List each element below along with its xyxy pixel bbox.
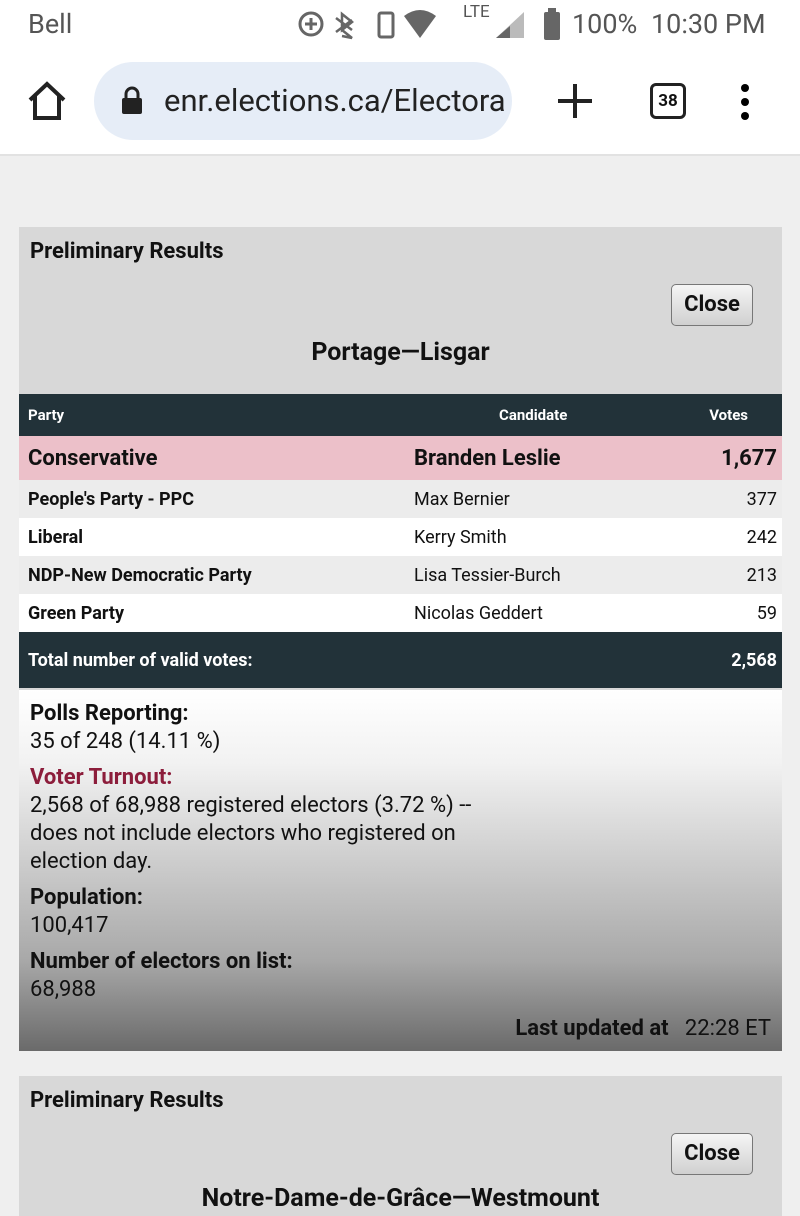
result-row: People's Party - PPC Max Bernier 377: [19, 480, 782, 518]
electors-label: Number of electors on list:: [30, 949, 293, 974]
column-header: Party: [19, 394, 409, 436]
riding-name: Notre-Dame-de-Grâce—Westmount: [201, 1184, 600, 1213]
party: Green Party: [19, 594, 409, 632]
panel-heading: Preliminary Results: [30, 239, 224, 264]
polls: 35 of 248 (14.11 %): [30, 729, 221, 754]
column-header: Candidate: [409, 394, 658, 436]
network: LTE: [463, 2, 490, 22]
battery: 100%: [572, 8, 638, 40]
result-row: Conservative Branden Leslie 1,677: [19, 436, 782, 480]
polls-label: Polls Reporting:: [30, 701, 189, 726]
info-box: Polls Reporting: 35 of 248 (14.11 %) Vote…: [19, 690, 782, 1051]
turnout: 2,568 of 68,988 registered electors (3.7…: [30, 793, 472, 874]
results-panel: Preliminary Results Close Portage—Lisgar…: [19, 227, 782, 1051]
updated-label: Last updated at: [515, 1016, 669, 1041]
votes: 242: [657, 518, 782, 556]
results-table: Party Candidate Votes Conservative Brande…: [19, 394, 782, 688]
riding-name: Portage—Lisgar: [311, 338, 490, 367]
browser-bar: enr.elections.ca/Electora 38: [0, 50, 800, 156]
battery-icon: [544, 8, 560, 40]
address-bar[interactable]: enr.elections.ca/Electora: [94, 62, 512, 140]
column-header: Votes: [657, 394, 782, 436]
votes: 1,677: [657, 436, 782, 480]
new-tab-button[interactable]: [556, 82, 594, 120]
result-row: Green Party Nicolas Geddert 59: [19, 594, 782, 632]
party: Conservative: [19, 436, 409, 480]
candidate: Kerry Smith: [409, 518, 658, 556]
panel-heading: Preliminary Results: [30, 1088, 224, 1113]
candidate: Branden Leslie: [409, 436, 658, 480]
population-label: Population:: [30, 885, 143, 910]
status-bar: Bell LTE 100% 10:30 PM: [0, 0, 800, 50]
candidate: Nicolas Geddert: [409, 594, 658, 632]
turnout-link[interactable]: Voter Turnout:: [30, 765, 173, 790]
carrier: Bell: [28, 8, 73, 40]
close-button[interactable]: Close: [671, 284, 753, 326]
candidate: Lisa Tessier-Burch: [409, 556, 658, 594]
updated: 22:28 ET: [684, 1016, 771, 1041]
tab-count[interactable]: 38: [650, 83, 686, 119]
votes: 213: [657, 556, 782, 594]
total: 2,568: [657, 632, 782, 688]
party: NDP-New Democratic Party: [19, 556, 409, 594]
population: 100,417: [30, 913, 109, 938]
votes: 59: [657, 594, 782, 632]
electors: 68,988: [30, 977, 97, 1002]
home-button[interactable]: [26, 80, 68, 122]
votes: 377: [657, 480, 782, 518]
last-updated: Last updated at 22:28 ET: [515, 1016, 771, 1041]
result-row: NDP-New Democratic Party Lisa Tessier-Bur…: [19, 556, 782, 594]
lock-icon: [122, 86, 142, 114]
results-panel: Preliminary Results Close Notre-Dame-de-…: [19, 1076, 782, 1216]
header-row: Party Candidate Votes: [19, 394, 782, 436]
close-button[interactable]: Close: [671, 1133, 753, 1175]
url: enr.elections.ca/Electora: [164, 82, 506, 119]
result-row: Liberal Kerry Smith 242: [19, 518, 782, 556]
party: People's Party - PPC: [19, 480, 409, 518]
candidate: Max Bernier: [409, 480, 658, 518]
status-icons: [298, 10, 524, 40]
menu-button[interactable]: [738, 82, 752, 122]
total-row: Total number of valid votes: 2,568: [19, 632, 782, 688]
total-label: Total number of valid votes:: [19, 632, 658, 688]
clock: 10:30 PM: [651, 8, 766, 40]
party: Liberal: [19, 518, 409, 556]
